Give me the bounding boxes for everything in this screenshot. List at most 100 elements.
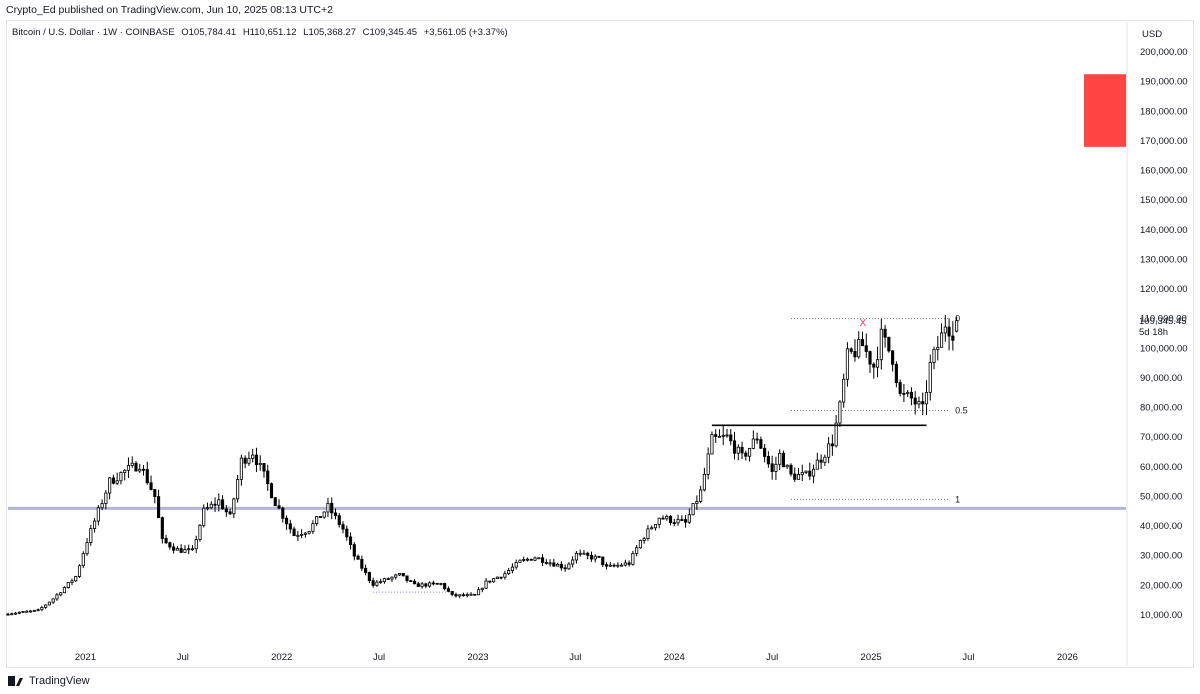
candle-body bbox=[352, 544, 356, 557]
candle-body bbox=[115, 480, 119, 484]
x-tick-label: Jul bbox=[962, 652, 974, 663]
candle-body bbox=[668, 515, 673, 523]
candle-body bbox=[153, 489, 157, 497]
candle-body bbox=[887, 336, 891, 352]
candle-body bbox=[932, 348, 936, 363]
candle-body bbox=[17, 611, 21, 614]
candle-body bbox=[149, 482, 153, 490]
candle-body bbox=[258, 463, 262, 466]
candle-body bbox=[394, 574, 398, 578]
candle-body bbox=[717, 435, 722, 438]
candle-body bbox=[6, 613, 10, 616]
candle-body bbox=[744, 452, 748, 457]
candle-body bbox=[495, 576, 499, 580]
y-tick-label: 70,000.00 bbox=[1140, 432, 1182, 443]
candle-body bbox=[322, 511, 326, 518]
candle-body bbox=[187, 548, 191, 551]
candle-body bbox=[330, 502, 334, 514]
candle-body bbox=[586, 552, 590, 556]
currency-label[interactable]: USD bbox=[1142, 29, 1163, 40]
candle-body bbox=[864, 345, 868, 352]
candle-body bbox=[917, 401, 921, 405]
candle-body bbox=[379, 581, 383, 583]
candle-body bbox=[254, 454, 259, 466]
candle-body bbox=[955, 320, 959, 332]
candle-body bbox=[251, 454, 255, 459]
x-tick-label: 2026 bbox=[1057, 652, 1078, 663]
candle-body bbox=[875, 359, 880, 368]
symbol-legend: Bitcoin / U.S. Dollar · 1W · COINBASE O1… bbox=[12, 27, 512, 38]
candle-body bbox=[518, 559, 522, 563]
candle-body bbox=[597, 555, 601, 558]
candle-body bbox=[141, 468, 146, 471]
candle-body bbox=[815, 459, 819, 470]
symbol-title[interactable]: Bitcoin / U.S. Dollar · 1W · COINBASE bbox=[12, 27, 175, 38]
candle-body bbox=[789, 464, 793, 475]
candle-body bbox=[646, 528, 650, 540]
candle-body bbox=[473, 593, 477, 596]
tradingview-brand[interactable]: TradingView bbox=[8, 675, 90, 687]
candle-body bbox=[695, 501, 699, 504]
candle-body bbox=[642, 538, 646, 541]
candle-body bbox=[781, 452, 786, 468]
y-tick-label: 80,000.00 bbox=[1140, 403, 1182, 414]
candle-body bbox=[928, 362, 932, 393]
candle-body bbox=[209, 503, 213, 509]
y-tick-label: 100,000.00 bbox=[1140, 343, 1188, 354]
candle-body bbox=[751, 438, 755, 449]
candle-body bbox=[544, 561, 548, 564]
x-marker: X bbox=[859, 318, 866, 329]
candle-body bbox=[909, 391, 914, 399]
candle-body bbox=[405, 575, 409, 581]
candle-body bbox=[243, 457, 247, 464]
candle-body bbox=[522, 559, 526, 561]
y-tick-label: 60,000.00 bbox=[1140, 462, 1182, 473]
candle-body bbox=[951, 335, 955, 341]
candle-body bbox=[228, 511, 232, 515]
y-tick-label: 110,000.00 bbox=[1140, 314, 1187, 325]
candle-body bbox=[145, 469, 149, 484]
candle-body bbox=[902, 393, 906, 395]
candle-body bbox=[66, 581, 70, 588]
candle-body bbox=[179, 548, 183, 553]
candle-body bbox=[635, 547, 639, 554]
candle-body bbox=[62, 587, 67, 594]
candle-body bbox=[488, 580, 492, 583]
ohlc-change: +3,561.05 (+3.37%) bbox=[423, 27, 508, 38]
candle-body bbox=[443, 583, 447, 590]
candle-body bbox=[842, 378, 846, 403]
candle-body bbox=[676, 519, 680, 524]
candle-body bbox=[563, 567, 567, 570]
candle-body bbox=[684, 519, 688, 523]
candle-body bbox=[307, 530, 311, 534]
candle-body bbox=[130, 462, 134, 466]
candle-body bbox=[239, 457, 243, 480]
chart-frame bbox=[6, 20, 1194, 668]
candle-body bbox=[638, 540, 642, 549]
candle-body bbox=[770, 463, 774, 472]
candle-body bbox=[793, 473, 797, 480]
candle-body bbox=[356, 555, 360, 560]
candle-body bbox=[672, 522, 676, 524]
ohlc-close: C109,345.45 bbox=[362, 27, 418, 38]
y-tick-label: 170,000.00 bbox=[1140, 136, 1188, 147]
candle-body bbox=[25, 610, 29, 613]
candle-body bbox=[608, 564, 612, 567]
candle-body bbox=[236, 479, 240, 500]
candle-body bbox=[612, 564, 616, 567]
candle-body bbox=[469, 593, 473, 596]
candle-body bbox=[13, 612, 18, 615]
candle-body bbox=[296, 534, 300, 537]
candle-body bbox=[808, 470, 812, 477]
candle-body bbox=[424, 583, 428, 587]
candle-body bbox=[205, 507, 210, 510]
x-tick-label: Jul bbox=[766, 652, 778, 663]
candle-body bbox=[582, 552, 586, 555]
candle-body bbox=[386, 578, 390, 581]
candle-body bbox=[74, 576, 78, 582]
candle-body bbox=[748, 447, 752, 457]
candle-body bbox=[838, 401, 842, 424]
candle-body bbox=[44, 604, 48, 608]
brand-text: TradingView bbox=[29, 675, 90, 687]
